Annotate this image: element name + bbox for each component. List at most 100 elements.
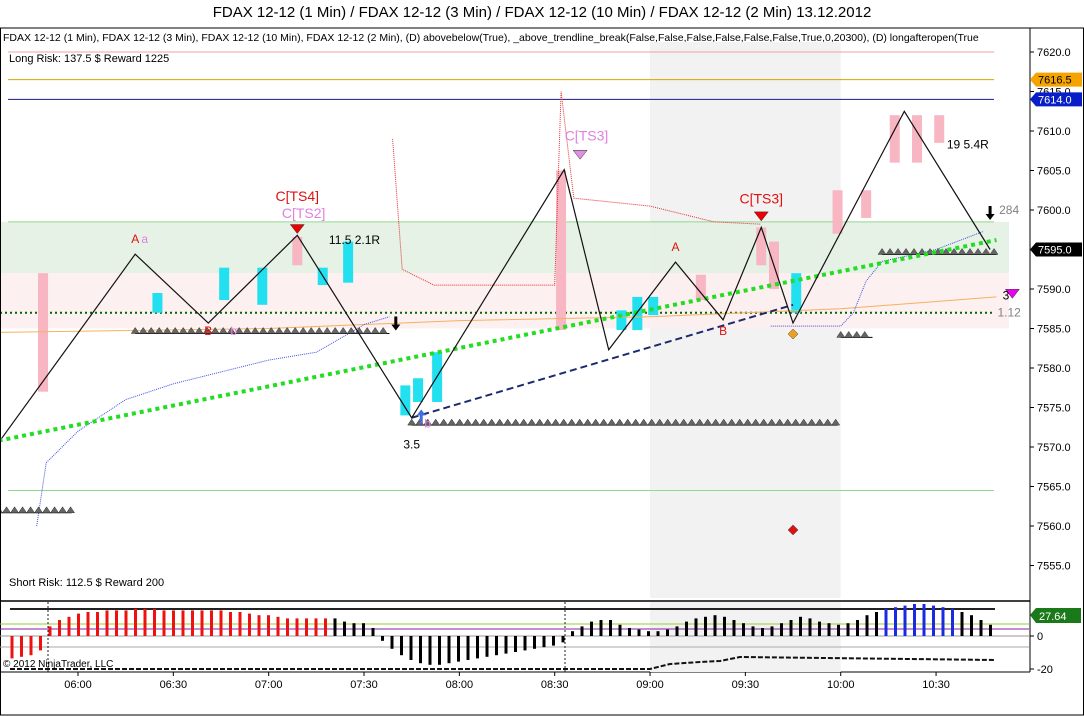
indicator-bar <box>913 604 916 636</box>
indicator-bar <box>742 623 745 636</box>
copyright-label: © 2012 NinjaTrader, LLC <box>3 659 113 670</box>
highlight-bar <box>791 273 802 313</box>
y-tick-label: 7555.0 <box>1037 561 1071 573</box>
highlight-bar <box>832 190 843 234</box>
indicator-bar <box>580 626 584 636</box>
blue-vwap-line <box>770 230 984 327</box>
triangle-marker <box>591 418 601 426</box>
triangle-marker <box>679 418 689 426</box>
chart-annotation: b <box>424 416 431 430</box>
indicator-bar <box>67 616 71 636</box>
indicator-bar <box>400 636 403 656</box>
indicator-bar <box>770 626 774 636</box>
indicator-bar <box>751 626 755 636</box>
signal-triangle <box>572 150 588 160</box>
triangle-marker <box>543 418 553 426</box>
indicator-bar <box>447 636 451 664</box>
triangle-marker <box>210 326 220 334</box>
highlight-bar <box>292 236 303 266</box>
triangle-marker <box>957 247 967 255</box>
indicator-bar <box>590 621 593 636</box>
price-marker-badge <box>1030 72 1082 87</box>
indicator-bar <box>485 636 489 657</box>
chart-annotation: B <box>719 324 727 338</box>
signal-triangle <box>1004 289 1020 299</box>
highlight-bar <box>695 274 706 301</box>
triangle-marker <box>178 326 188 334</box>
triangle-marker <box>807 418 817 426</box>
triangle-marker <box>711 418 721 426</box>
triangle-marker <box>981 247 991 255</box>
triangle-marker <box>949 247 959 255</box>
indicator-bar <box>989 624 992 636</box>
x-tick-label: 09:00 <box>636 679 664 691</box>
x-tick-label: 10:00 <box>827 679 855 691</box>
indicator-bar <box>732 620 736 636</box>
highlight-bar <box>413 378 424 402</box>
triangle-marker <box>455 418 465 426</box>
chart-annotation: 1.12 <box>997 306 1021 320</box>
indicator-bar <box>86 612 90 636</box>
indicator-bar <box>124 610 128 636</box>
red-stop-line <box>392 91 762 286</box>
indicator-bar <box>162 610 166 636</box>
indicator-bar <box>438 636 441 665</box>
indicator-bar <box>428 636 432 665</box>
highlight-bar <box>934 115 945 143</box>
indicator-bar <box>39 636 42 651</box>
arrow-down-icon <box>391 316 401 331</box>
triangle-marker <box>989 247 999 255</box>
indicator-bar <box>153 608 156 636</box>
indicator-bar <box>856 620 859 636</box>
triangle-marker <box>687 418 697 426</box>
triangle-marker <box>2 506 12 514</box>
chart-annotation: B <box>204 324 212 338</box>
triangle-marker <box>860 330 870 338</box>
triangle-marker <box>909 247 919 255</box>
triangle-marker <box>719 418 729 426</box>
triangle-marker <box>799 418 809 426</box>
indicator-bar <box>628 628 631 636</box>
triangle-marker <box>18 506 28 514</box>
indicator-bar <box>808 618 812 636</box>
x-tick-label: 10:30 <box>922 679 950 691</box>
triangle-marker <box>66 506 76 514</box>
indicator-bar <box>970 615 973 636</box>
triangle-marker <box>535 418 545 426</box>
plot-area <box>0 42 1009 598</box>
triangle-marker <box>973 247 983 255</box>
triangle-marker <box>671 418 681 426</box>
indicator-bar <box>457 636 460 662</box>
triangle-marker <box>26 506 36 514</box>
triangle-marker <box>282 326 292 334</box>
chart-annotation: b <box>230 324 237 338</box>
triangle-marker <box>783 418 793 426</box>
indicator-bar <box>305 618 308 636</box>
indicator-bar <box>818 621 821 636</box>
indicator-bar <box>799 616 802 636</box>
triangle-marker <box>852 330 862 338</box>
triangle-marker <box>346 326 356 334</box>
x-tick-label: 06:30 <box>160 679 188 691</box>
chart-annotation: 3.5 <box>403 438 420 452</box>
indicator-bar <box>922 604 926 636</box>
triangle-marker <box>266 326 276 334</box>
chart-annotation: A <box>131 232 139 246</box>
indicator-bar <box>514 636 517 652</box>
indicator-bar <box>58 620 61 636</box>
indicator-bar <box>181 610 185 636</box>
indicator-bar <box>466 636 470 660</box>
triangle-marker <box>58 506 68 514</box>
triangle-marker <box>735 418 745 426</box>
indicator-bar <box>884 608 888 636</box>
chart-annotation: 3 <box>1003 288 1010 302</box>
arrow-down-icon <box>985 205 995 220</box>
triangle-marker <box>487 418 497 426</box>
triangle-marker <box>314 326 324 334</box>
indicator-bar <box>419 636 422 664</box>
chart-annotation: C[TS3] <box>739 191 783 207</box>
indicator-bar <box>476 636 479 659</box>
signal-triangle <box>753 211 769 222</box>
diamond-marker <box>787 524 799 536</box>
